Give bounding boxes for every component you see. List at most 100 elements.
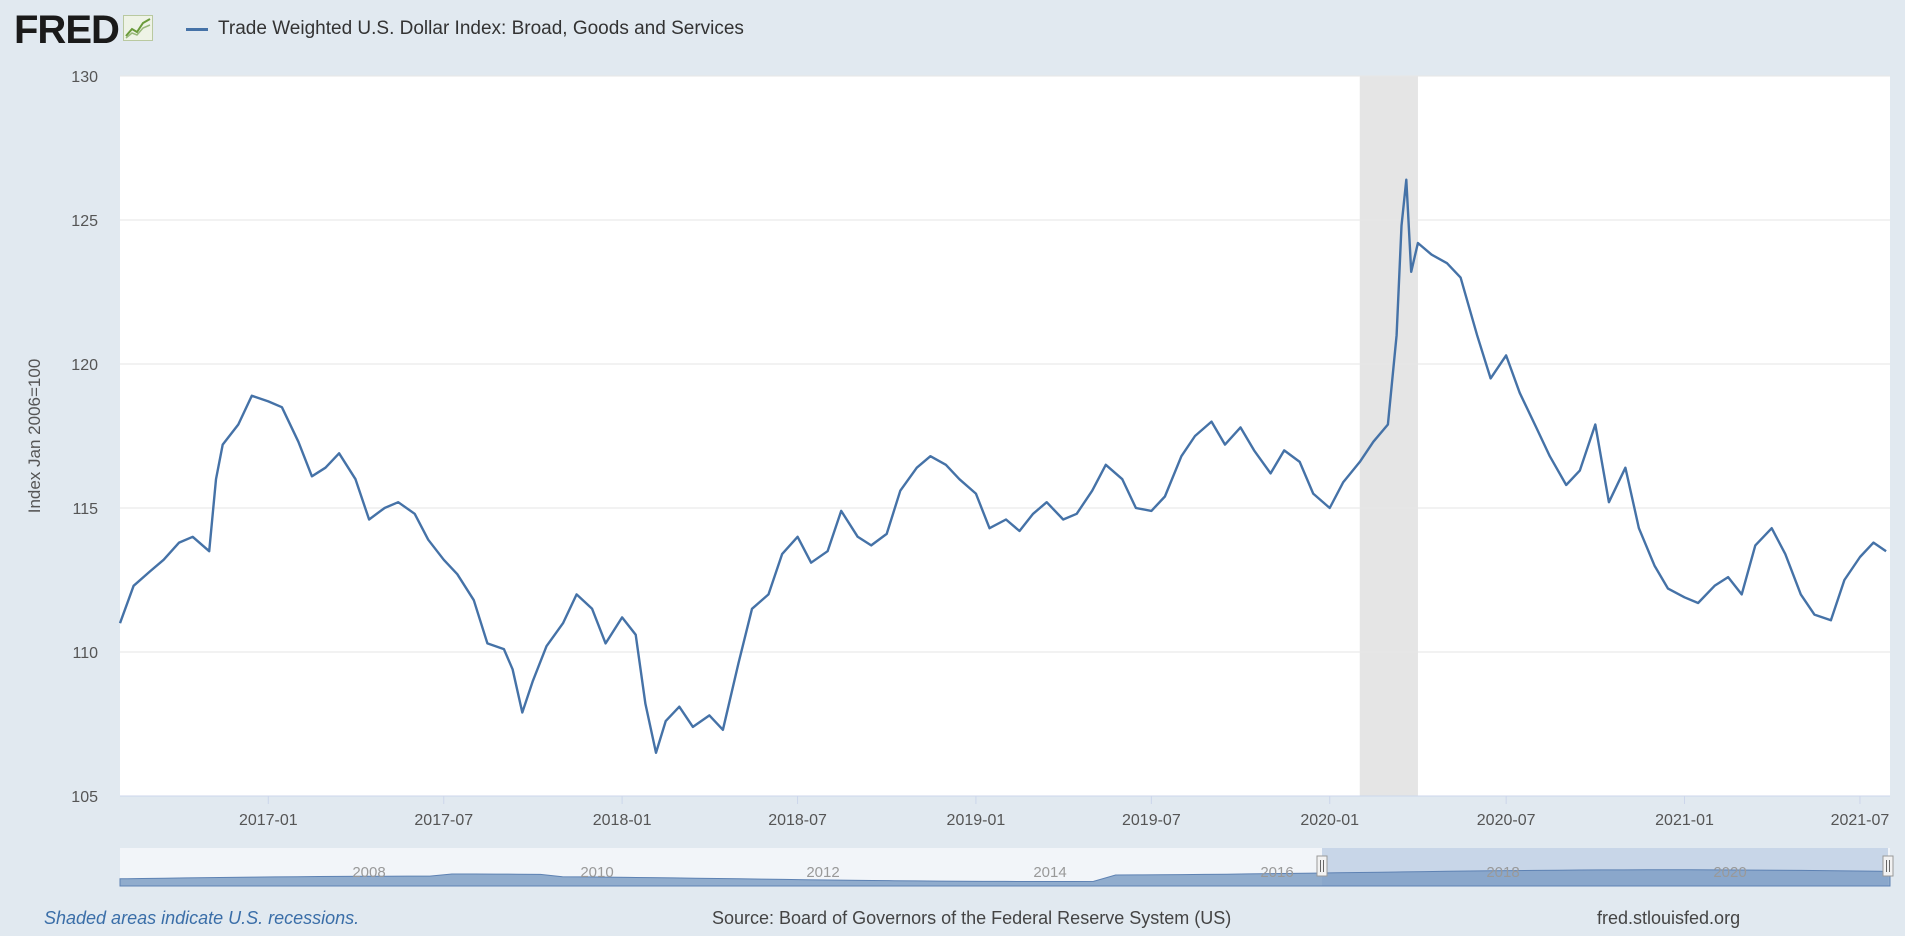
data-point[interactable] bbox=[1386, 422, 1390, 426]
data-point[interactable] bbox=[974, 491, 978, 495]
data-point[interactable] bbox=[1282, 448, 1286, 452]
data-point[interactable] bbox=[1044, 500, 1048, 504]
data-point[interactable] bbox=[118, 621, 122, 625]
data-point[interactable] bbox=[1223, 442, 1227, 446]
data-point[interactable] bbox=[1548, 454, 1552, 458]
data-point[interactable] bbox=[1458, 275, 1462, 279]
data-point[interactable] bbox=[1739, 592, 1743, 596]
data-point[interactable] bbox=[1518, 391, 1522, 395]
data-point[interactable] bbox=[855, 535, 859, 539]
data-point[interactable] bbox=[396, 500, 400, 504]
data-point[interactable] bbox=[502, 647, 506, 651]
data-point[interactable] bbox=[280, 405, 284, 409]
data-point[interactable] bbox=[766, 592, 770, 596]
series-line[interactable] bbox=[118, 178, 1887, 754]
data-point[interactable] bbox=[1623, 465, 1627, 469]
data-point[interactable] bbox=[296, 440, 300, 444]
data-point[interactable] bbox=[1209, 419, 1213, 423]
handle-grip[interactable] bbox=[1882, 855, 1894, 877]
data-point[interactable] bbox=[1371, 440, 1375, 444]
data-point[interactable] bbox=[590, 607, 594, 611]
data-point[interactable] bbox=[323, 465, 327, 469]
data-point[interactable] bbox=[691, 725, 695, 729]
data-point[interactable] bbox=[1193, 434, 1197, 438]
data-point[interactable] bbox=[1004, 517, 1008, 521]
fred-logo[interactable]: FRED bbox=[14, 8, 153, 52]
data-point[interactable] bbox=[1409, 270, 1413, 274]
data-point[interactable] bbox=[1268, 471, 1272, 475]
data-point[interactable] bbox=[1712, 584, 1716, 588]
data-point[interactable] bbox=[1871, 540, 1875, 544]
data-point[interactable] bbox=[221, 442, 225, 446]
chart-legend[interactable]: Trade Weighted U.S. Dollar Index: Broad,… bbox=[186, 18, 744, 40]
site-link[interactable]: fred.stlouisfed.org bbox=[1597, 908, 1741, 928]
data-point[interactable] bbox=[1637, 526, 1641, 530]
data-point[interactable] bbox=[1238, 425, 1242, 429]
data-point[interactable] bbox=[869, 543, 873, 547]
navigator-right-handle[interactable] bbox=[1882, 855, 1894, 877]
data-point[interactable] bbox=[367, 517, 371, 521]
data-point[interactable] bbox=[250, 393, 254, 397]
data-point[interactable] bbox=[1404, 177, 1408, 181]
data-point[interactable] bbox=[1297, 460, 1301, 464]
data-point[interactable] bbox=[382, 506, 386, 510]
data-point[interactable] bbox=[1031, 512, 1035, 516]
data-point[interactable] bbox=[266, 399, 270, 403]
data-point[interactable] bbox=[1842, 578, 1846, 582]
data-point[interactable] bbox=[337, 451, 341, 455]
data-point[interactable] bbox=[944, 463, 948, 467]
data-point[interactable] bbox=[1652, 563, 1656, 567]
data-point[interactable] bbox=[236, 422, 240, 426]
data-point[interactable] bbox=[885, 532, 889, 536]
data-point[interactable] bbox=[1884, 549, 1888, 553]
data-point[interactable] bbox=[1593, 422, 1597, 426]
data-point[interactable] bbox=[1607, 500, 1611, 504]
data-point[interactable] bbox=[825, 549, 829, 553]
data-point[interactable] bbox=[1104, 463, 1108, 467]
data-point[interactable] bbox=[1134, 506, 1138, 510]
data-point[interactable] bbox=[207, 549, 211, 553]
data-point[interactable] bbox=[177, 540, 181, 544]
data-point[interactable] bbox=[1179, 454, 1183, 458]
data-point[interactable] bbox=[1682, 595, 1686, 599]
data-point[interactable] bbox=[1475, 333, 1479, 337]
data-point[interactable] bbox=[1328, 506, 1332, 510]
data-point[interactable] bbox=[1017, 529, 1021, 533]
data-point[interactable] bbox=[1726, 575, 1730, 579]
navigator-left-handle[interactable] bbox=[1316, 855, 1328, 877]
data-point[interactable] bbox=[1488, 376, 1492, 380]
data-point[interactable] bbox=[1163, 494, 1167, 498]
data-point[interactable] bbox=[412, 512, 416, 516]
data-point[interactable] bbox=[1445, 261, 1449, 265]
data-point[interactable] bbox=[1504, 353, 1508, 357]
data-point[interactable] bbox=[1061, 517, 1065, 521]
data-point[interactable] bbox=[928, 454, 932, 458]
data-point[interactable] bbox=[544, 644, 548, 648]
data-point[interactable] bbox=[455, 572, 459, 576]
data-point[interactable] bbox=[1358, 460, 1362, 464]
data-point[interactable] bbox=[795, 535, 799, 539]
data-point[interactable] bbox=[1799, 592, 1803, 596]
data-point[interactable] bbox=[839, 509, 843, 513]
data-point[interactable] bbox=[214, 477, 218, 481]
data-point[interactable] bbox=[190, 535, 194, 539]
data-point[interactable] bbox=[1252, 448, 1256, 452]
data-point[interactable] bbox=[677, 705, 681, 709]
data-point[interactable] bbox=[1120, 477, 1124, 481]
data-point[interactable] bbox=[148, 569, 152, 573]
data-point[interactable] bbox=[1341, 480, 1345, 484]
data-point[interactable] bbox=[643, 702, 647, 706]
data-point[interactable] bbox=[654, 751, 658, 755]
data-point[interactable] bbox=[721, 728, 725, 732]
data-point[interactable] bbox=[310, 474, 314, 478]
data-point[interactable] bbox=[531, 679, 535, 683]
data-point[interactable] bbox=[353, 477, 357, 481]
data-point[interactable] bbox=[809, 561, 813, 565]
data-point[interactable] bbox=[1696, 601, 1700, 605]
data-point[interactable] bbox=[1770, 526, 1774, 530]
data-point[interactable] bbox=[1578, 468, 1582, 472]
data-point[interactable] bbox=[472, 598, 476, 602]
data-point[interactable] bbox=[520, 710, 524, 714]
data-point[interactable] bbox=[1829, 618, 1833, 622]
data-point[interactable] bbox=[898, 489, 902, 493]
